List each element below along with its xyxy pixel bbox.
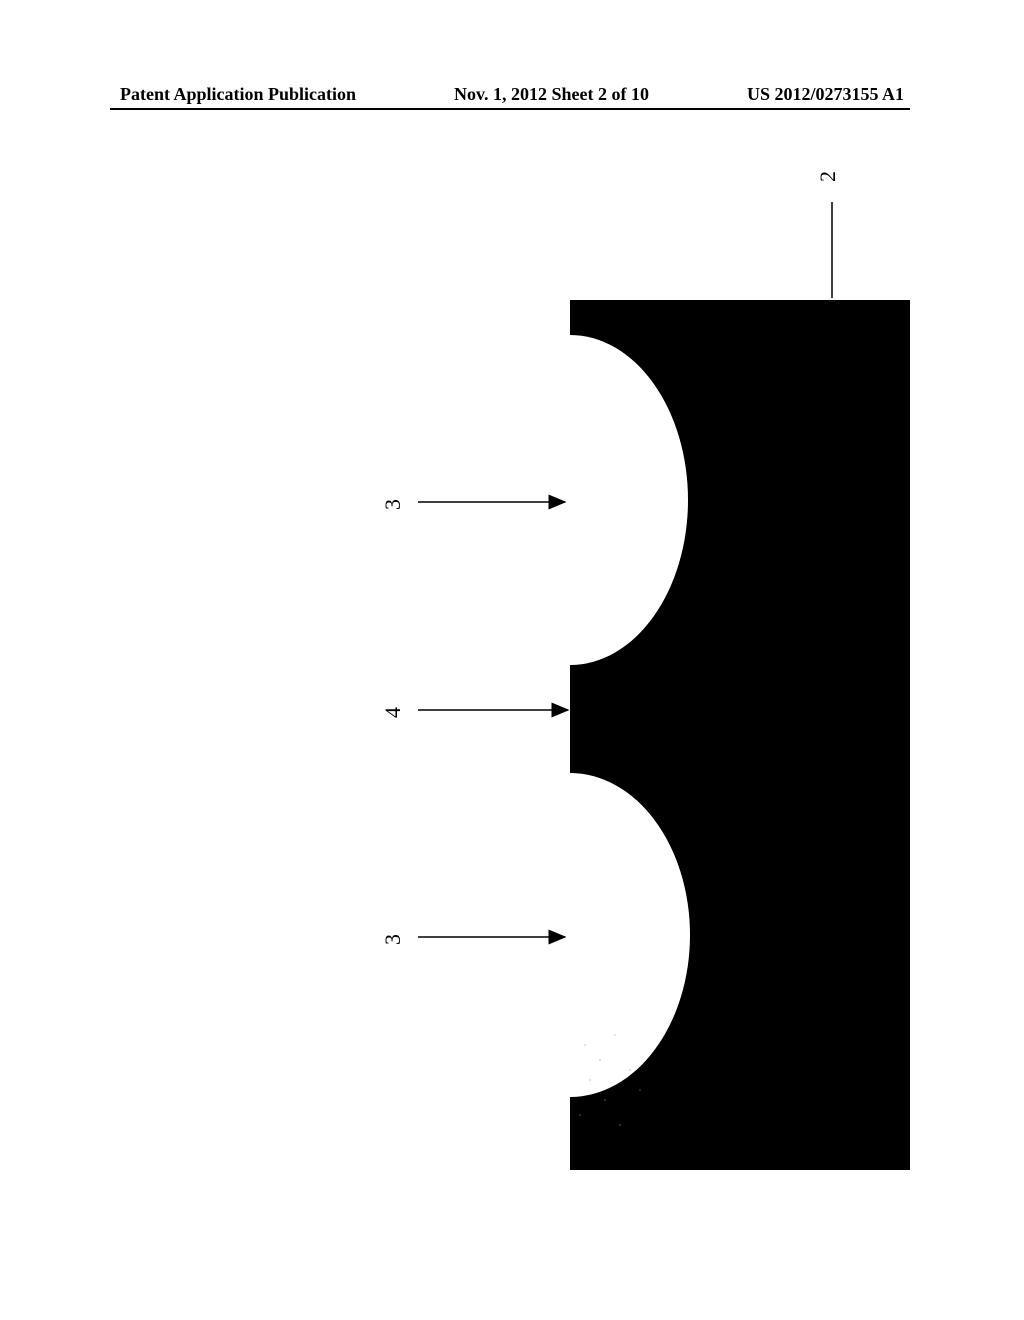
figure-diagram: 2 3 4 3 <box>140 140 910 1170</box>
callout-label-4: 4 <box>380 707 405 718</box>
page-header: Patent Application Publication Nov. 1, 2… <box>0 84 1024 105</box>
callout-label-3a: 3 <box>380 499 405 510</box>
header-left-text: Patent Application Publication <box>120 84 356 105</box>
header-right-text: US 2012/0273155 A1 <box>747 84 904 105</box>
header-divider <box>110 108 910 110</box>
callout-label-2: 2 <box>815 171 840 182</box>
header-center-text: Nov. 1, 2012 Sheet 2 of 10 <box>454 84 649 105</box>
callout-label-3b: 3 <box>380 934 405 945</box>
